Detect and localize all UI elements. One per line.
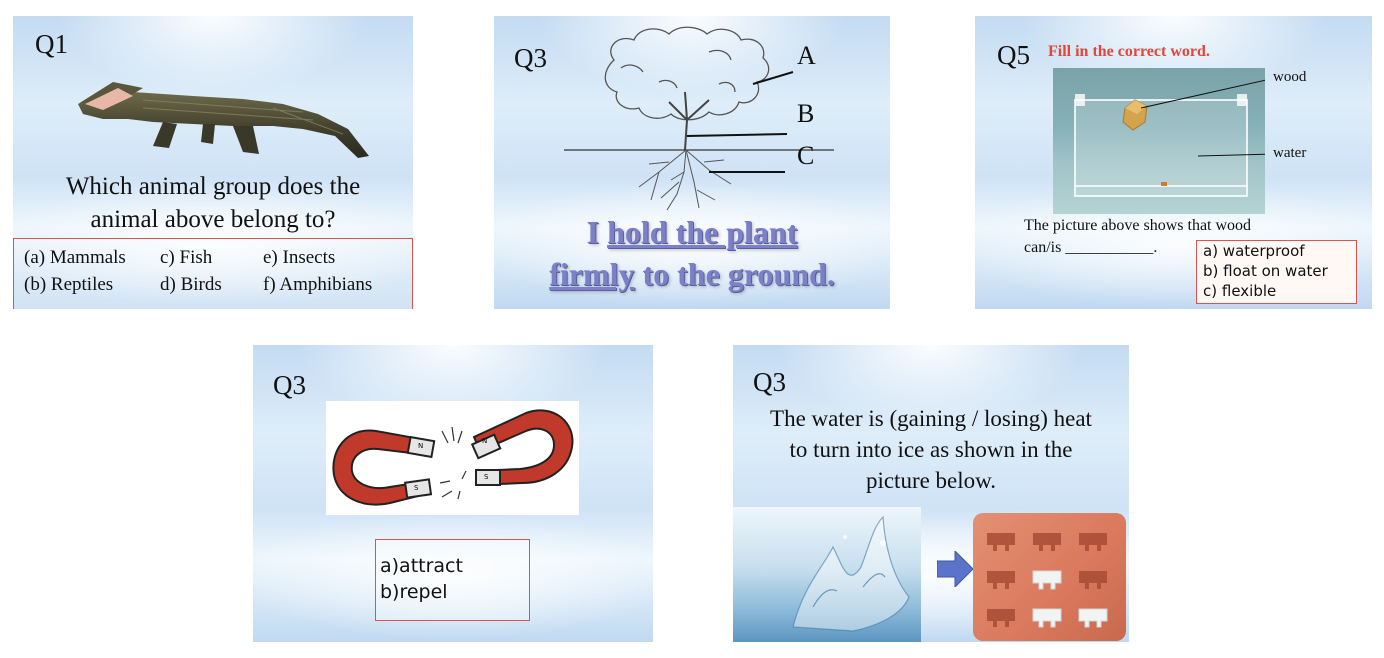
label-wood: wood <box>1273 69 1307 85</box>
statement-line2: firmly to the ground. <box>549 256 835 292</box>
magnet-pole-s2: S <box>484 473 489 481</box>
description-text: The picture above shows that wood can/is… <box>1024 217 1252 256</box>
slide-q1: Q1 Which animal group does the animal ab… <box>13 16 413 309</box>
horseshoe-magnets-icon <box>332 409 574 506</box>
option-b[interactable]: b) float on water <box>1203 262 1328 280</box>
magnet-pole-n1: N <box>418 442 424 450</box>
question-label: Q3 <box>273 370 306 400</box>
magnets-image: N S N S <box>326 401 579 515</box>
magnet-pole-s1: S <box>414 484 419 492</box>
tree-diagram <box>564 26 834 211</box>
magnet-pole-n2: N <box>482 437 488 445</box>
water-tank-image <box>1074 79 1265 197</box>
option-a[interactable]: a) waterproof <box>1203 242 1305 260</box>
option-e[interactable]: e) Insects <box>263 247 336 268</box>
question-text: The water is (gaining / losing) heat to … <box>770 406 1092 493</box>
option-b[interactable]: (b) Reptiles <box>24 274 114 295</box>
slide-q3-magnets: Q3 N S N S a)attract b)repel <box>253 345 653 642</box>
label-water: water <box>1273 145 1307 161</box>
water-splash-icon <box>792 515 910 632</box>
crocodile-image <box>78 82 369 158</box>
slide-q3-ice: Q3 The water is (gaining / losing) heat … <box>733 345 1129 642</box>
question-label: Q3 <box>753 367 786 397</box>
diagram-label-c: C <box>797 141 815 170</box>
options-box: a) waterproof b) float on water c) flexi… <box>1196 240 1357 304</box>
diagram-label-a: A <box>797 41 816 70</box>
water-splash-image <box>733 507 921 642</box>
question-label: Q1 <box>35 29 68 59</box>
question-text: Which animal group does the animal above… <box>65 173 361 233</box>
option-d[interactable]: d) Birds <box>160 274 222 295</box>
option-c[interactable]: c) flexible <box>1203 282 1277 300</box>
ice-mold-icon <box>987 533 1108 628</box>
instruction-text: Fill in the correct word. <box>1048 43 1210 60</box>
diagram-label-b: B <box>797 99 815 128</box>
question-label: Q5 <box>997 40 1030 70</box>
statement-line1: I hold the plant <box>586 214 798 250</box>
option-a[interactable]: (a) Mammals <box>24 247 126 268</box>
options-box: (a) Mammals (b) Reptiles c) Fish d) Bird… <box>13 238 413 309</box>
option-f[interactable]: f) Amphibians <box>263 274 373 295</box>
option-b[interactable]: b)repel <box>380 581 448 603</box>
wood-in-water-photo <box>1053 68 1265 214</box>
slide-q5-wood: Q5 Fill in the correct word. wood water … <box>975 16 1372 309</box>
option-c[interactable]: c) Fish <box>160 247 213 268</box>
options-box: a)attract b)repel <box>375 539 530 621</box>
question-label: Q3 <box>514 43 547 73</box>
option-a[interactable]: a)attract <box>380 555 463 577</box>
slide-q3-tree: Q3 A B C I hold the plant firmly to the … <box>494 16 890 309</box>
arrow-right-icon <box>937 551 973 587</box>
ice-tray-image <box>973 513 1126 641</box>
